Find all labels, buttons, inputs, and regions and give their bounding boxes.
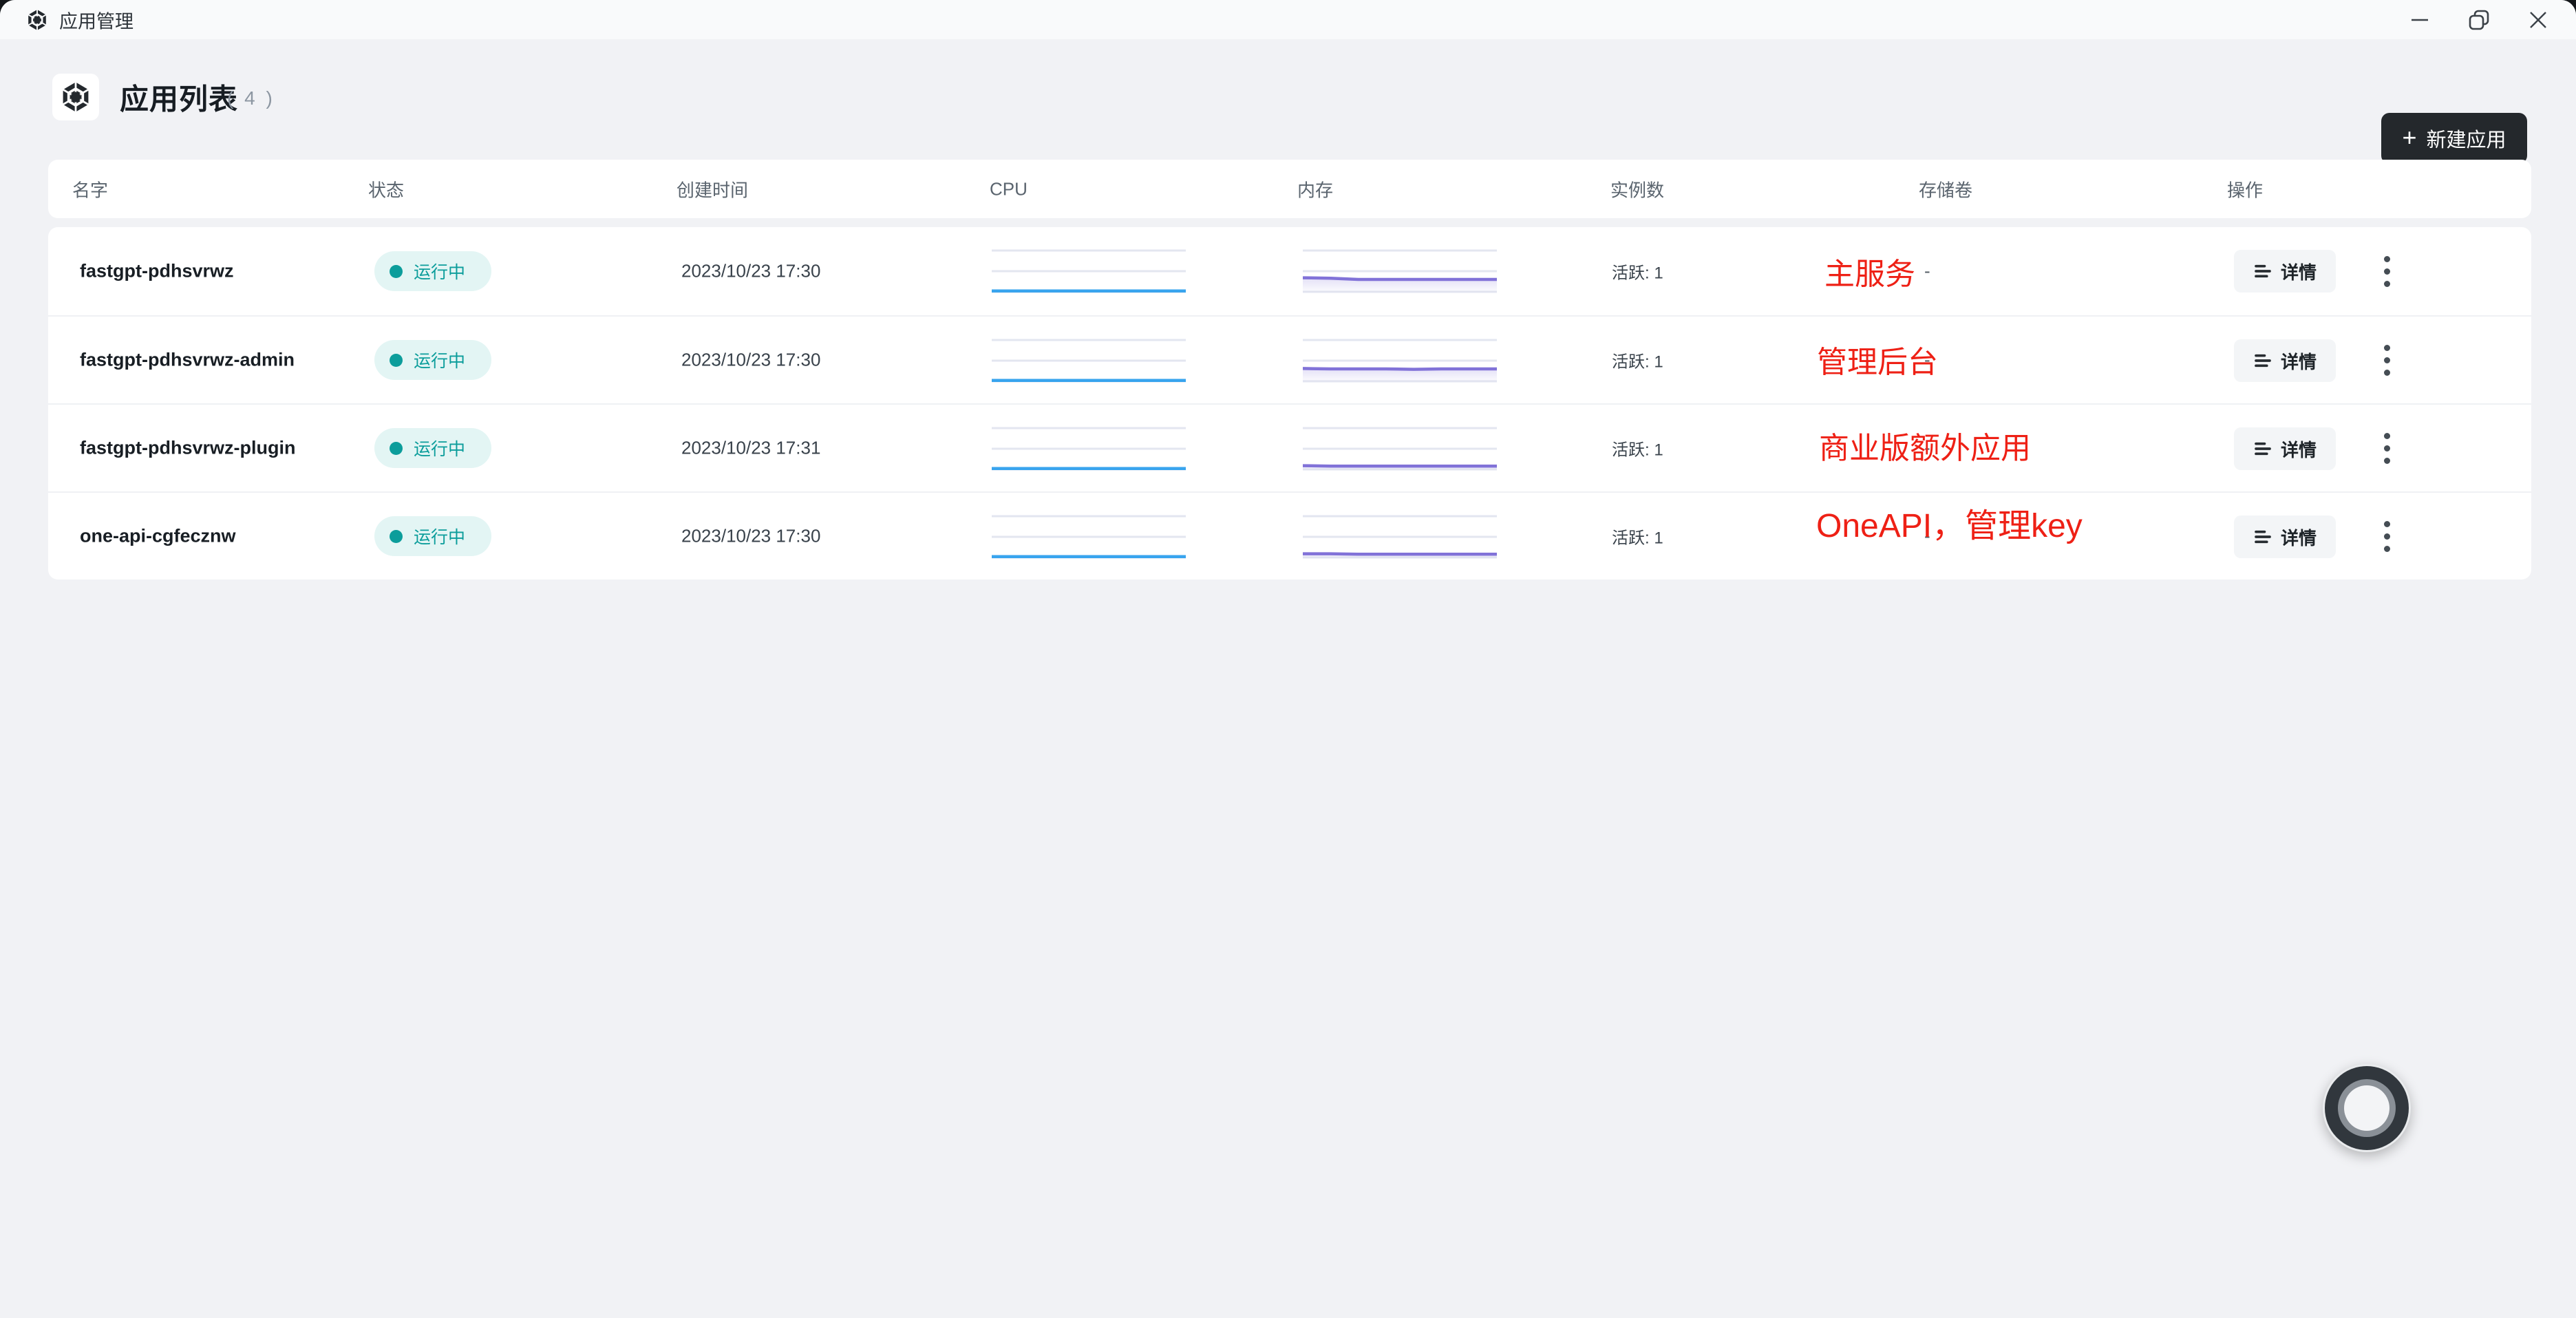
app-count: ( 4 )	[227, 87, 275, 109]
status-badge: 运行中	[374, 340, 491, 380]
app-list-logo	[52, 74, 99, 120]
status-label: 运行中	[414, 352, 466, 371]
details-label: 详情	[2280, 262, 2317, 283]
annotation-text: 管理后台	[1817, 346, 1938, 379]
kebab-menu-button[interactable]	[2366, 332, 2407, 387]
restore-icon	[2469, 10, 2489, 30]
table-row[interactable]: one-api-cgfecznw 运行中 2023/10/23 17:30 活跃…	[48, 491, 2531, 580]
details-button[interactable]: 详情	[2234, 250, 2336, 293]
details-icon	[2255, 264, 2271, 278]
assistant-ball-ring	[2338, 1079, 2396, 1137]
app-name: fastgpt-pdhsvrwz	[80, 260, 234, 281]
col-name: 名字	[72, 180, 109, 200]
created-time: 2023/10/23 17:30	[681, 260, 821, 281]
app-launchpad-icon	[28, 9, 47, 31]
col-actions: 操作	[2227, 180, 2264, 200]
table-row[interactable]: fastgpt-pdhsvrwz 运行中 2023/10/23 17:30 活跃…	[48, 227, 2531, 315]
cpu-sparkline	[992, 338, 1186, 383]
details-label: 详情	[2280, 527, 2317, 549]
close-icon	[2530, 11, 2546, 28]
close-button[interactable]	[2500, 0, 2576, 39]
details-icon	[2255, 442, 2271, 456]
plus-icon: +	[2402, 123, 2417, 151]
details-button[interactable]: 详情	[2234, 515, 2336, 558]
memory-sparkline	[1303, 426, 1497, 471]
status-dot-icon	[390, 264, 403, 278]
minimize-icon	[2412, 19, 2428, 21]
status-badge: 运行中	[374, 428, 491, 468]
details-icon	[2255, 354, 2271, 368]
titlebar: 应用管理	[0, 0, 2576, 39]
details-button[interactable]: 详情	[2234, 427, 2336, 470]
status-dot-icon	[390, 353, 403, 367]
details-label: 详情	[2280, 351, 2317, 372]
created-time: 2023/10/23 17:30	[681, 349, 821, 370]
memory-sparkline	[1303, 248, 1497, 294]
minimize-button[interactable]	[2382, 0, 2458, 39]
table-body: fastgpt-pdhsvrwz 运行中 2023/10/23 17:30 活跃…	[48, 227, 2531, 580]
status-dot-icon	[390, 529, 403, 543]
kebab-menu-button[interactable]	[2366, 509, 2407, 564]
app-name: fastgpt-pdhsvrwz-plugin	[80, 437, 296, 458]
cpu-sparkline	[992, 426, 1186, 471]
app-name: one-api-cgfecznw	[80, 525, 236, 546]
floating-assistant-button[interactable]	[2323, 1064, 2411, 1152]
status-dot-icon	[390, 441, 403, 455]
memory-sparkline	[1303, 338, 1497, 383]
storage-value: -	[1924, 525, 1930, 546]
cpu-sparkline	[992, 514, 1186, 560]
kebab-menu-button[interactable]	[2366, 421, 2407, 476]
new-app-button[interactable]: + 新建应用	[2381, 113, 2527, 164]
cpu-sparkline	[992, 248, 1186, 294]
table-row[interactable]: fastgpt-pdhsvrwz-plugin 运行中 2023/10/23 1…	[48, 403, 2531, 491]
status-label: 运行中	[414, 528, 466, 547]
app-launchpad-icon	[62, 82, 89, 112]
col-created: 创建时间	[677, 180, 749, 200]
instance-count: 活跃: 1	[1612, 440, 1663, 460]
details-button[interactable]: 详情	[2234, 339, 2336, 382]
created-time: 2023/10/23 17:30	[681, 525, 821, 546]
kebab-menu-button[interactable]	[2366, 244, 2407, 299]
instance-count: 活跃: 1	[1612, 264, 1663, 283]
window-title: 应用管理	[59, 11, 134, 32]
storage-value: -	[1924, 260, 1930, 281]
details-label: 详情	[2280, 439, 2317, 460]
new-app-label: 新建应用	[2426, 129, 2506, 151]
storage-value: -	[1924, 349, 1930, 370]
restore-button[interactable]	[2441, 0, 2517, 39]
page-title: 应用列表	[120, 83, 239, 116]
col-status: 状态	[368, 180, 405, 200]
status-badge: 运行中	[374, 516, 491, 556]
col-instances: 实例数	[1610, 180, 1665, 200]
table-header: 名字 状态 创建时间 CPU 内存 实例数 存储卷 操作	[48, 160, 2531, 218]
annotation-text: 商业版额外应用	[1819, 432, 2031, 465]
created-time: 2023/10/23 17:31	[681, 437, 821, 458]
instance-count: 活跃: 1	[1612, 529, 1663, 548]
annotation-text: 主服务	[1824, 257, 1915, 291]
memory-sparkline	[1303, 514, 1497, 560]
table-row[interactable]: fastgpt-pdhsvrwz-admin 运行中 2023/10/23 17…	[48, 315, 2531, 403]
col-cpu: CPU	[990, 178, 1028, 199]
instance-count: 活跃: 1	[1612, 352, 1663, 372]
col-memory: 内存	[1297, 180, 1334, 200]
assistant-ball-core	[2344, 1085, 2389, 1131]
app-name: fastgpt-pdhsvrwz-admin	[80, 349, 295, 370]
page-header: 应用列表 ( 4 ) + 新建应用	[0, 39, 2576, 164]
details-icon	[2255, 530, 2271, 544]
status-badge: 运行中	[374, 251, 491, 291]
storage-value: -	[1924, 437, 1930, 458]
annotation-text: OneAPI，管理key	[1816, 508, 2083, 544]
status-label: 运行中	[414, 440, 466, 459]
col-storage: 存储卷	[1919, 180, 1973, 200]
status-label: 运行中	[414, 263, 466, 282]
